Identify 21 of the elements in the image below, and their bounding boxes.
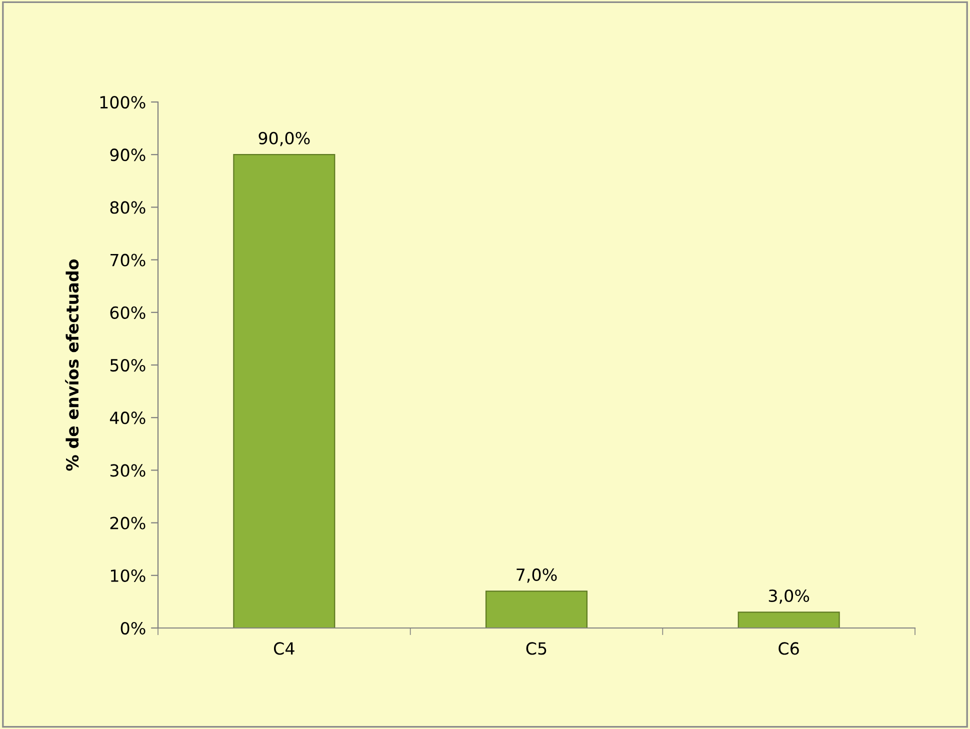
bar	[233, 154, 336, 628]
bar	[485, 590, 588, 628]
y-tick-label: 10%	[110, 569, 146, 582]
x-tick-label: C4	[274, 642, 294, 655]
data-label: 7,0%	[516, 568, 557, 583]
y-tick-label: 80%	[110, 201, 146, 214]
y-axis-title: % de envíos efectuado	[65, 259, 79, 471]
y-tick-label: 60%	[110, 306, 146, 319]
data-label: 3,0%	[768, 589, 810, 604]
x-tick-label: C5	[526, 642, 546, 655]
y-tick-label: 20%	[110, 516, 146, 530]
y-tick-label: 70%	[110, 254, 146, 266]
bar	[738, 612, 840, 628]
x-tick-label: C6	[778, 642, 799, 655]
y-tick-label: 50%	[110, 358, 146, 372]
y-tick-label: 30%	[110, 464, 146, 477]
y-tick-label: 90%	[110, 148, 146, 162]
y-tick-label: 100%	[100, 96, 146, 109]
data-label: 90,0%	[258, 132, 310, 146]
y-tick-label: 0%	[120, 622, 146, 635]
y-tick-label: 40%	[110, 412, 146, 424]
